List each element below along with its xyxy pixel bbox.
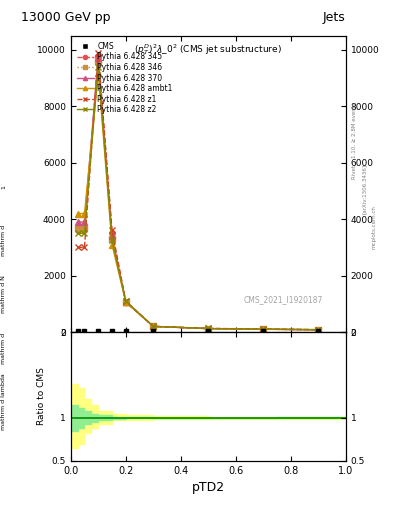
Text: mathrm d N: mathrm d N [2,275,6,313]
Pythia 6.428 z1 [316,327,321,333]
Line: Pythia 6.428 z1: Pythia 6.428 z1 [75,50,321,332]
Legend: CMS, Pythia 6.428 345, Pythia 6.428 346, Pythia 6.428 370, Pythia 6.428 ambt1, P: CMS, Pythia 6.428 345, Pythia 6.428 346,… [75,39,175,116]
Pythia 6.428 z2 [123,298,128,304]
Pythia 6.428 z1 [151,323,156,329]
Pythia 6.428 345 [123,300,128,306]
Pythia 6.428 370 [96,55,101,61]
Pythia 6.428 z2 [151,323,156,329]
Pythia 6.428 370 [123,299,128,305]
Text: mathrm d: mathrm d [2,225,6,256]
Pythia 6.428 z2 [96,64,101,70]
Pythia 6.428 ambt1 [316,327,321,333]
Pythia 6.428 ambt1 [123,299,128,305]
Pythia 6.428 z1 [96,50,101,56]
Text: mathrm d: mathrm d [2,333,6,364]
Pythia 6.428 370 [151,323,156,329]
Pythia 6.428 370 [206,326,211,332]
Pythia 6.428 z1 [261,326,266,332]
Pythia 6.428 345 [316,327,321,333]
Pythia 6.428 ambt1 [96,70,101,76]
Pythia 6.428 346 [151,323,156,329]
Y-axis label: Ratio to CMS: Ratio to CMS [37,368,46,425]
Pythia 6.428 ambt1 [206,326,211,332]
Pythia 6.428 ambt1 [110,242,114,248]
Pythia 6.428 370 [316,327,321,333]
Pythia 6.428 346 [316,327,321,333]
Pythia 6.428 z2 [110,237,114,243]
Text: CMS_2021_I1920187: CMS_2021_I1920187 [244,295,323,305]
Pythia 6.428 345 [151,323,156,329]
Text: 1: 1 [2,185,6,189]
Pythia 6.428 345 [261,326,266,332]
Pythia 6.428 346 [96,58,101,65]
Pythia 6.428 345 [82,227,87,233]
Text: Rivet 3.1.10, ≥ 2.8M events: Rivet 3.1.10, ≥ 2.8M events [352,102,357,179]
Text: 13000 GeV pp: 13000 GeV pp [21,11,111,24]
Text: [arXiv:1306.3436]: [arXiv:1306.3436] [362,164,367,214]
Text: mcplots.cern.ch: mcplots.cern.ch [371,205,376,249]
Text: $(p_T^D)^2\lambda\_0^2$ (CMS jet substructure): $(p_T^D)^2\lambda\_0^2$ (CMS jet substru… [134,42,282,57]
X-axis label: pTD2: pTD2 [192,481,225,494]
Pythia 6.428 346 [110,236,114,242]
Pythia 6.428 346 [261,326,266,332]
Pythia 6.428 z1 [206,325,211,331]
Pythia 6.428 346 [123,298,128,305]
Pythia 6.428 345 [96,53,101,59]
Pythia 6.428 z1 [82,244,87,250]
Pythia 6.428 345 [75,227,80,233]
Line: Pythia 6.428 ambt1: Pythia 6.428 ambt1 [75,70,321,333]
Pythia 6.428 370 [261,326,266,332]
Pythia 6.428 z2 [82,230,87,237]
Pythia 6.428 ambt1 [261,326,266,332]
Pythia 6.428 346 [82,225,87,231]
Pythia 6.428 345 [206,326,211,332]
Pythia 6.428 345 [110,230,114,237]
Pythia 6.428 346 [75,225,80,231]
Pythia 6.428 346 [206,326,211,332]
Text: Jets: Jets [323,11,346,24]
Line: Pythia 6.428 370: Pythia 6.428 370 [75,56,321,333]
Pythia 6.428 z2 [75,230,80,237]
Pythia 6.428 370 [75,219,80,225]
Pythia 6.428 z2 [316,327,321,333]
Line: Pythia 6.428 z2: Pythia 6.428 z2 [75,64,321,332]
Pythia 6.428 ambt1 [82,210,87,217]
Line: Pythia 6.428 345: Pythia 6.428 345 [75,53,321,333]
Line: Pythia 6.428 346: Pythia 6.428 346 [75,58,321,333]
Pythia 6.428 z2 [206,326,211,332]
Pythia 6.428 ambt1 [75,210,80,217]
Pythia 6.428 ambt1 [151,323,156,329]
Pythia 6.428 370 [82,219,87,225]
Pythia 6.428 370 [110,233,114,239]
Pythia 6.428 z1 [75,244,80,250]
Pythia 6.428 z1 [123,298,128,304]
Pythia 6.428 z2 [261,326,266,332]
Text: mathrm d lambda: mathrm d lambda [2,374,6,430]
Pythia 6.428 z1 [110,227,114,233]
